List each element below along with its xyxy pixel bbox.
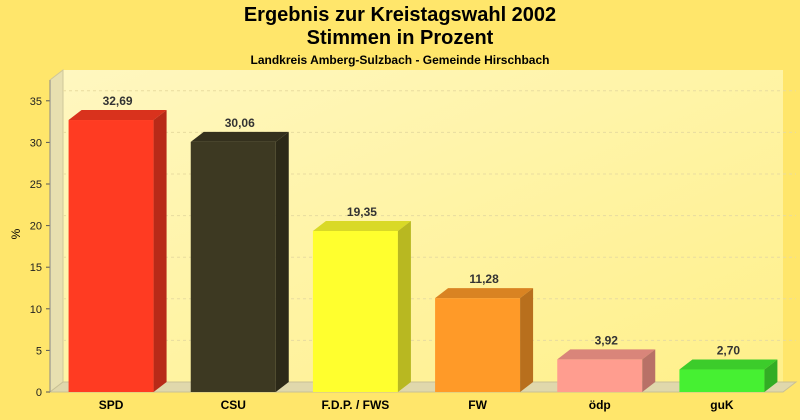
category-label-0: SPD bbox=[99, 398, 124, 412]
bar-spd-top bbox=[68, 110, 167, 121]
bar-spd-side bbox=[153, 110, 167, 393]
value-label-2: 19,35 bbox=[347, 205, 377, 219]
bar-guk-side bbox=[764, 359, 778, 392]
chart-title: Ergebnis zur Kreistagswahl 2002 bbox=[243, 4, 557, 26]
value-label-1: 30,06 bbox=[225, 116, 255, 130]
plot-side-wall bbox=[49, 68, 64, 394]
bar-guk-front bbox=[679, 369, 765, 392]
bar-f-d-p-fws-top bbox=[312, 221, 411, 232]
bar-csu-top bbox=[190, 131, 289, 142]
bar-ödp-side bbox=[642, 349, 656, 392]
bar-guk-top bbox=[679, 359, 778, 370]
bar-f-d-p-fws-side bbox=[397, 221, 411, 392]
category-label-2: F.D.P. / FWS bbox=[322, 398, 390, 412]
y-axis-label: % bbox=[9, 228, 23, 239]
value-label-0: 32,69 bbox=[103, 94, 133, 108]
y-tick-label-25: 25 bbox=[30, 179, 42, 191]
bar-ödp-front bbox=[557, 359, 643, 392]
bar-csu-front bbox=[190, 141, 276, 392]
category-label-5: guK bbox=[710, 398, 734, 412]
plot-back-wall bbox=[63, 70, 783, 382]
category-label-1: CSU bbox=[221, 398, 246, 412]
y-tick-label-30: 30 bbox=[30, 137, 42, 149]
bar-ödp-top bbox=[557, 349, 656, 360]
bar-fw-front bbox=[435, 298, 521, 392]
y-tick-label-10: 10 bbox=[30, 304, 42, 316]
bar-fw-top bbox=[435, 288, 534, 299]
y-tick-label-5: 5 bbox=[36, 345, 42, 357]
y-tick-label-0: 0 bbox=[36, 387, 42, 399]
value-label-3: 11,28 bbox=[469, 272, 499, 286]
y-tick-label-15: 15 bbox=[30, 262, 42, 274]
y-tick-label-20: 20 bbox=[30, 221, 42, 233]
value-label-4: 3,92 bbox=[595, 333, 619, 347]
bar-csu-side bbox=[275, 131, 289, 392]
category-label-4: ödp bbox=[589, 398, 611, 412]
bar-fw-side bbox=[520, 288, 534, 392]
category-label-3: FW bbox=[468, 398, 487, 412]
chart-subtitle: Stimmen in Prozent bbox=[306, 27, 494, 49]
bar-f-d-p-fws-front bbox=[312, 231, 398, 392]
bar-spd-front bbox=[68, 120, 154, 393]
chart-caption: Landkreis Amberg-Sulzbach - Gemeinde Hir… bbox=[250, 53, 550, 67]
y-tick-label-35: 35 bbox=[30, 96, 42, 108]
value-label-5: 2,70 bbox=[717, 344, 741, 358]
chart-title-block: Ergebnis zur Kreistagswahl 2002 Stimmen … bbox=[0, 4, 800, 68]
